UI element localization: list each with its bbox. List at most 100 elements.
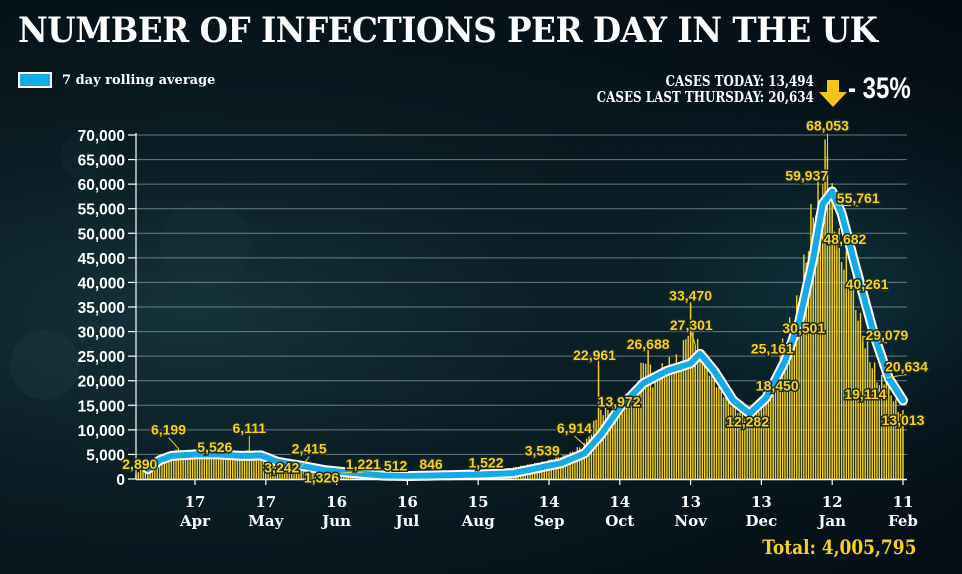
bar <box>805 262 807 479</box>
bar <box>682 339 685 479</box>
bar <box>899 413 902 479</box>
bar <box>718 378 720 479</box>
bar <box>661 363 663 479</box>
data-label: 55,761 <box>837 190 880 206</box>
bar <box>727 400 730 479</box>
x-tick-label-month: Apr <box>179 512 211 530</box>
y-tick-label: 10,000 <box>78 423 125 440</box>
y-tick-label: 50,000 <box>78 226 125 243</box>
bar <box>810 204 812 479</box>
bar <box>796 295 798 479</box>
bar <box>607 409 609 479</box>
bar <box>833 231 836 479</box>
bar <box>198 454 201 479</box>
bar <box>824 139 826 479</box>
bar <box>869 362 871 479</box>
data-label: 20,634 <box>885 359 928 375</box>
rolling-average <box>144 188 906 480</box>
bar <box>859 312 862 479</box>
percent-change: - 35% <box>848 72 911 105</box>
data-label: 59,937 <box>785 167 828 183</box>
bar <box>215 454 217 479</box>
bar <box>170 455 173 479</box>
bar <box>803 254 805 479</box>
bar <box>180 450 182 479</box>
data-label: 13,013 <box>882 412 925 428</box>
bar <box>739 405 741 479</box>
label-leader-line <box>886 374 907 379</box>
bar <box>704 351 706 479</box>
bar <box>654 371 656 479</box>
bar <box>191 455 194 479</box>
bar <box>678 362 680 479</box>
bar <box>812 217 814 479</box>
bar <box>630 405 633 479</box>
bar <box>295 466 298 479</box>
bar <box>892 401 895 479</box>
bar <box>196 453 199 479</box>
bar <box>637 384 640 479</box>
bar <box>227 457 229 479</box>
bar <box>267 462 269 479</box>
data-label: 33,470 <box>669 288 712 304</box>
bar <box>708 375 711 479</box>
bar <box>829 188 831 479</box>
bar <box>241 456 243 479</box>
bar <box>760 399 763 479</box>
data-label: 6,914 <box>557 420 592 436</box>
bar <box>161 455 163 479</box>
x-tick-label-month: Feb <box>888 512 918 530</box>
y-tick-label: 25,000 <box>78 349 125 366</box>
bar <box>864 348 866 479</box>
rolling-average-line <box>142 186 908 482</box>
axes: 0 5,000 10,000 15,000 20,000 25,000 30,000 35,0… <box>78 128 918 530</box>
bar <box>269 464 272 479</box>
x-tick-label-month: Jan <box>816 512 846 530</box>
bar <box>675 354 678 479</box>
y-tick-label: 70,000 <box>78 128 125 145</box>
data-label: 6,111 <box>233 420 267 436</box>
cases-today: CASES TODAY: 13,494 <box>665 73 814 90</box>
bar <box>586 438 588 479</box>
bar <box>307 468 309 479</box>
bar <box>175 449 177 479</box>
bar <box>260 458 262 479</box>
bar <box>602 415 604 479</box>
bar <box>220 456 222 479</box>
bar <box>611 405 614 479</box>
data-label: 5,526 <box>197 439 232 455</box>
label-leader-line <box>574 435 585 446</box>
bar <box>798 307 800 479</box>
bar <box>257 456 260 479</box>
data-label: 25,161 <box>751 340 794 356</box>
legend-swatch-rolling-average <box>18 72 52 88</box>
bar <box>722 397 725 479</box>
bar <box>876 382 878 479</box>
data-label: 1,326 <box>304 469 339 485</box>
bar <box>692 331 694 479</box>
bar <box>281 464 283 479</box>
bar <box>770 393 772 479</box>
x-tick-label-day: 12 <box>822 493 843 511</box>
legend: 7 day rolling average <box>18 72 215 88</box>
label-leader-line <box>168 437 179 449</box>
bar <box>142 468 144 479</box>
bar <box>576 447 578 479</box>
bar <box>288 465 291 479</box>
bar <box>189 453 191 479</box>
bar <box>298 467 300 479</box>
bar <box>194 454 196 479</box>
bar <box>767 388 770 479</box>
bar <box>187 454 189 479</box>
bar <box>781 338 784 479</box>
bar <box>774 369 777 479</box>
bar <box>635 385 637 479</box>
label-leader-line <box>832 204 859 207</box>
data-label: 40,261 <box>846 276 889 292</box>
x-tick-label-day: 14 <box>539 493 560 511</box>
bar <box>852 277 855 479</box>
x-tick-label-day: 14 <box>609 493 630 511</box>
bar <box>279 464 281 479</box>
bar <box>791 326 793 479</box>
